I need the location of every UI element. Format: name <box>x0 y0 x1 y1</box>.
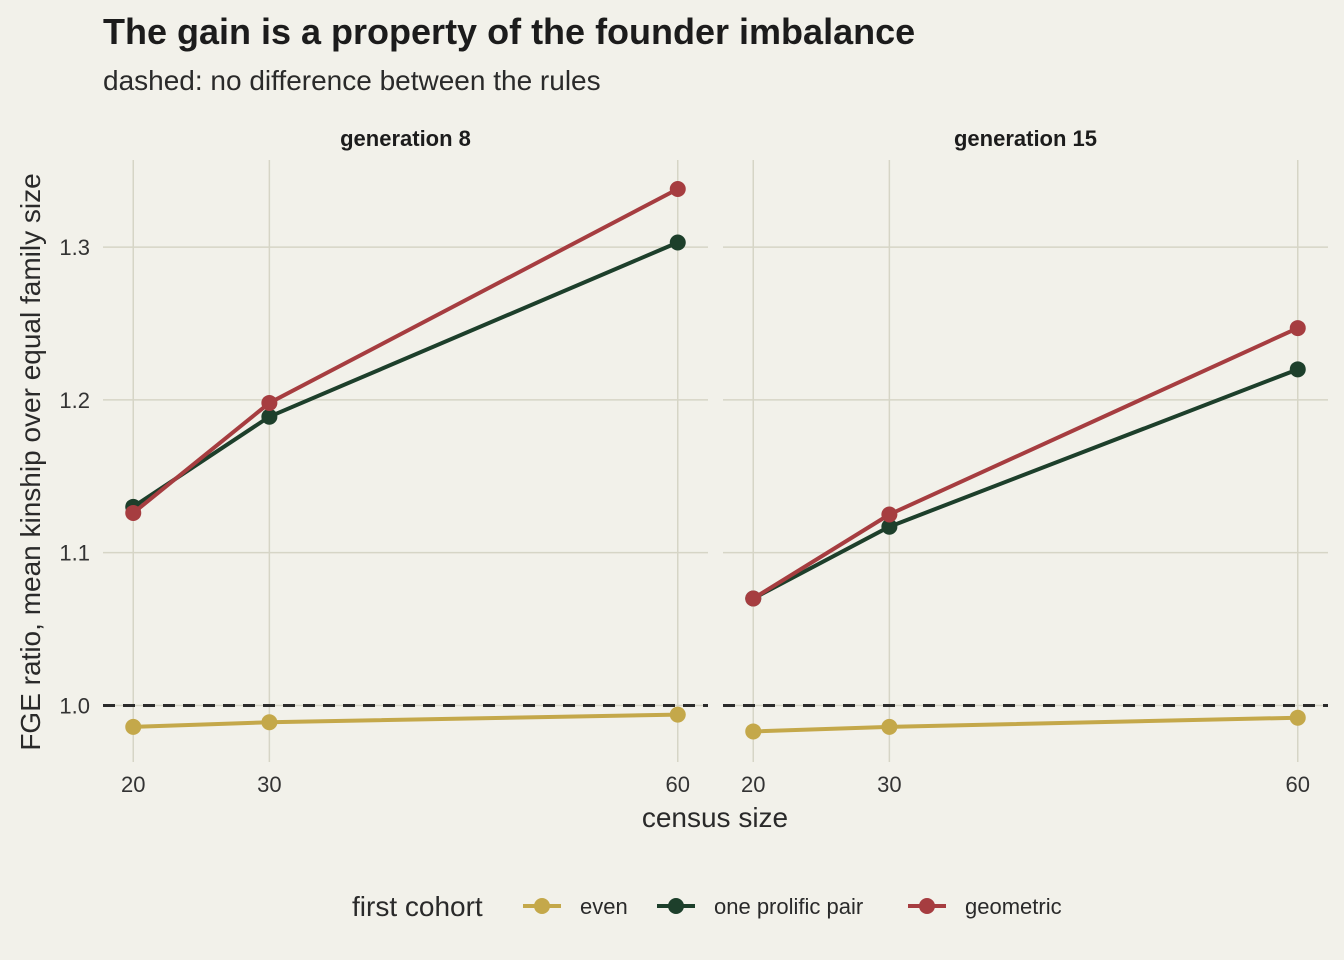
y-axis-title: FGE ratio, mean kinship over equal famil… <box>15 173 46 750</box>
x-tick-label: 60 <box>666 772 690 797</box>
series-line <box>751 326 1300 601</box>
data-point <box>669 706 686 723</box>
data-point <box>261 714 278 731</box>
y-tick-label: 1.2 <box>59 388 90 413</box>
series-line <box>131 240 680 509</box>
panel-1: generation 8 1.0 1.1 1.2 1.3 20 30 60 <box>59 126 708 797</box>
legend-key-point <box>668 898 684 914</box>
y-tick-label: 1.0 <box>59 693 90 718</box>
series-line <box>751 715 1300 734</box>
series-one-prolific-pair <box>745 361 1306 607</box>
x-tick-label: 20 <box>741 772 765 797</box>
legend-label: even <box>580 894 628 919</box>
panel-label: generation 8 <box>340 126 471 151</box>
data-point <box>261 408 278 425</box>
x-tick-label: 20 <box>121 772 145 797</box>
chart-panels: generation 81.01.11.21.320 30 60generation… <box>59 126 1328 797</box>
series-line <box>131 187 680 515</box>
legend-label: one prolific pair <box>714 894 863 919</box>
series-one-prolific-pair <box>125 234 686 515</box>
legend-key-point <box>919 898 935 914</box>
data-point <box>125 718 142 735</box>
series-geometric <box>125 181 686 521</box>
y-tick-label: 1.1 <box>59 541 90 566</box>
data-point <box>1289 320 1306 337</box>
chart-title: The gain is a property of the founder im… <box>103 11 915 52</box>
series-even <box>745 709 1306 740</box>
series-line <box>751 367 1300 601</box>
legend-label: geometric <box>965 894 1062 919</box>
x-tick-label: 30 <box>257 772 281 797</box>
data-point <box>125 504 142 521</box>
data-point <box>1289 361 1306 378</box>
series-geometric <box>745 320 1306 607</box>
data-point <box>1289 709 1306 726</box>
panel-2: generation 15 20 30 60 <box>723 126 1328 797</box>
x-tick-label: 30 <box>877 772 901 797</box>
x-tick-label: 60 <box>1286 772 1310 797</box>
legend-item: geometric <box>908 894 1062 919</box>
y-tick-label: 1.3 <box>59 235 90 260</box>
data-point <box>745 723 762 740</box>
legend-key-point <box>534 898 550 914</box>
legend-item: even <box>523 894 628 919</box>
data-point <box>881 718 898 735</box>
panel-label: generation 15 <box>954 126 1097 151</box>
series-even <box>125 706 686 735</box>
data-point <box>669 234 686 251</box>
data-point <box>261 394 278 411</box>
data-point <box>881 506 898 523</box>
data-point <box>669 181 686 198</box>
series-line <box>131 712 680 729</box>
chart-subtitle: dashed: no difference between the rules <box>103 65 601 96</box>
legend: first cohort even one prolific pair geometr… <box>352 891 1062 922</box>
legend-item: one prolific pair <box>657 894 863 919</box>
legend-title: first cohort <box>352 891 483 922</box>
data-point <box>881 518 898 535</box>
data-point <box>745 590 762 607</box>
x-axis-title: census size <box>642 802 788 833</box>
